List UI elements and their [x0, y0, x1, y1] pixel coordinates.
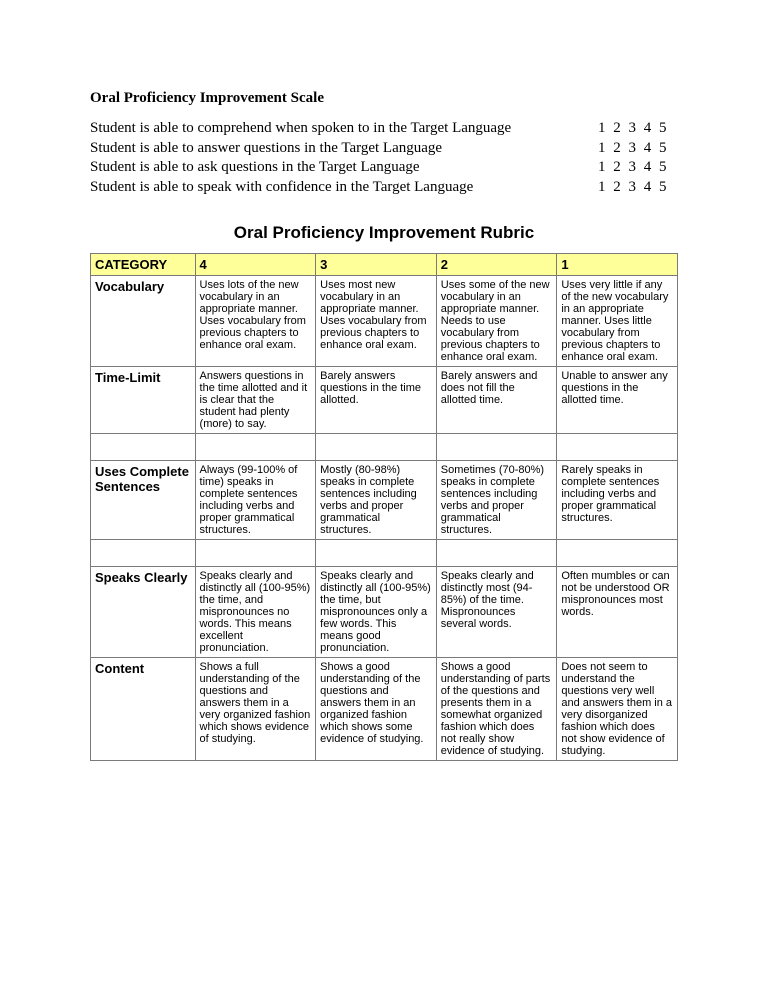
document-page: Oral Proficiency Improvement Scale Stude… — [0, 0, 768, 801]
scale-item-text: Student is able to speak with confidence… — [90, 178, 598, 198]
cell-level-1: Unable to answer any questions in the al… — [557, 367, 678, 434]
table-row: Speaks Clearly Speaks clearly and distin… — [91, 567, 678, 658]
table-row: Time-Limit Answers questions in the time… — [91, 367, 678, 434]
cell-level-4: Always (99-100% of time) speaks in compl… — [195, 461, 316, 540]
header-category: CATEGORY — [91, 254, 196, 276]
row-category: Content — [91, 658, 196, 761]
header-level-3: 3 — [316, 254, 437, 276]
spacer-row — [91, 434, 678, 461]
table-row: Vocabulary Uses lots of the new vocabula… — [91, 276, 678, 367]
cell-level-1: Rarely speaks in complete sentences incl… — [557, 461, 678, 540]
header-level-2: 2 — [436, 254, 557, 276]
scale-numbers: 1 2 3 4 5 — [598, 178, 678, 198]
spacer-row — [91, 540, 678, 567]
cell-level-1: Uses very little if any of the new vocab… — [557, 276, 678, 367]
scale-item-text: Student is able to ask questions in the … — [90, 158, 598, 178]
row-category: Vocabulary — [91, 276, 196, 367]
cell-level-4: Speaks clearly and distinctly all (100-9… — [195, 567, 316, 658]
scale-row: Student is able to ask questions in the … — [90, 158, 678, 178]
cell-level-4: Answers questions in the time allotted a… — [195, 367, 316, 434]
cell-level-2: Shows a good understanding of parts of t… — [436, 658, 557, 761]
scale-row: Student is able to speak with confidence… — [90, 178, 678, 198]
cell-level-4: Shows a full understanding of the questi… — [195, 658, 316, 761]
cell-level-1: Does not seem to understand the question… — [557, 658, 678, 761]
rubric-title: Oral Proficiency Improvement Rubric — [90, 223, 678, 243]
table-row: Uses Complete Sentences Always (99-100% … — [91, 461, 678, 540]
cell-level-3: Mostly (80-98%) speaks in complete sente… — [316, 461, 437, 540]
cell-level-2: Sometimes (70-80%) speaks in complete se… — [436, 461, 557, 540]
scale-item-text: Student is able to comprehend when spoke… — [90, 119, 598, 139]
row-category: Time-Limit — [91, 367, 196, 434]
cell-level-2: Barely answers and does not fill the all… — [436, 367, 557, 434]
header-level-1: 1 — [557, 254, 678, 276]
table-header-row: CATEGORY 4 3 2 1 — [91, 254, 678, 276]
cell-level-3: Speaks clearly and distinctly all (100-9… — [316, 567, 437, 658]
cell-level-1: Often mumbles or can not be understood O… — [557, 567, 678, 658]
scale-title: Oral Proficiency Improvement Scale — [90, 90, 678, 107]
table-row: Content Shows a full understanding of th… — [91, 658, 678, 761]
rubric-table: CATEGORY 4 3 2 1 Vocabulary Uses lots of… — [90, 253, 678, 761]
cell-level-4: Uses lots of the new vocabulary in an ap… — [195, 276, 316, 367]
cell-level-3: Barely answers questions in the time all… — [316, 367, 437, 434]
cell-level-3: Shows a good understanding of the questi… — [316, 658, 437, 761]
scale-item-text: Student is able to answer questions in t… — [90, 139, 598, 159]
row-category: Uses Complete Sentences — [91, 461, 196, 540]
scale-numbers: 1 2 3 4 5 — [598, 119, 678, 139]
scale-numbers: 1 2 3 4 5 — [598, 158, 678, 178]
cell-level-2: Speaks clearly and distinctly most (94-8… — [436, 567, 557, 658]
header-level-4: 4 — [195, 254, 316, 276]
scale-list: Student is able to comprehend when spoke… — [90, 119, 678, 197]
scale-row: Student is able to comprehend when spoke… — [90, 119, 678, 139]
cell-level-2: Uses some of the new vocabulary in an ap… — [436, 276, 557, 367]
scale-row: Student is able to answer questions in t… — [90, 139, 678, 159]
scale-numbers: 1 2 3 4 5 — [598, 139, 678, 159]
cell-level-3: Uses most new vocabulary in an appropria… — [316, 276, 437, 367]
row-category: Speaks Clearly — [91, 567, 196, 658]
